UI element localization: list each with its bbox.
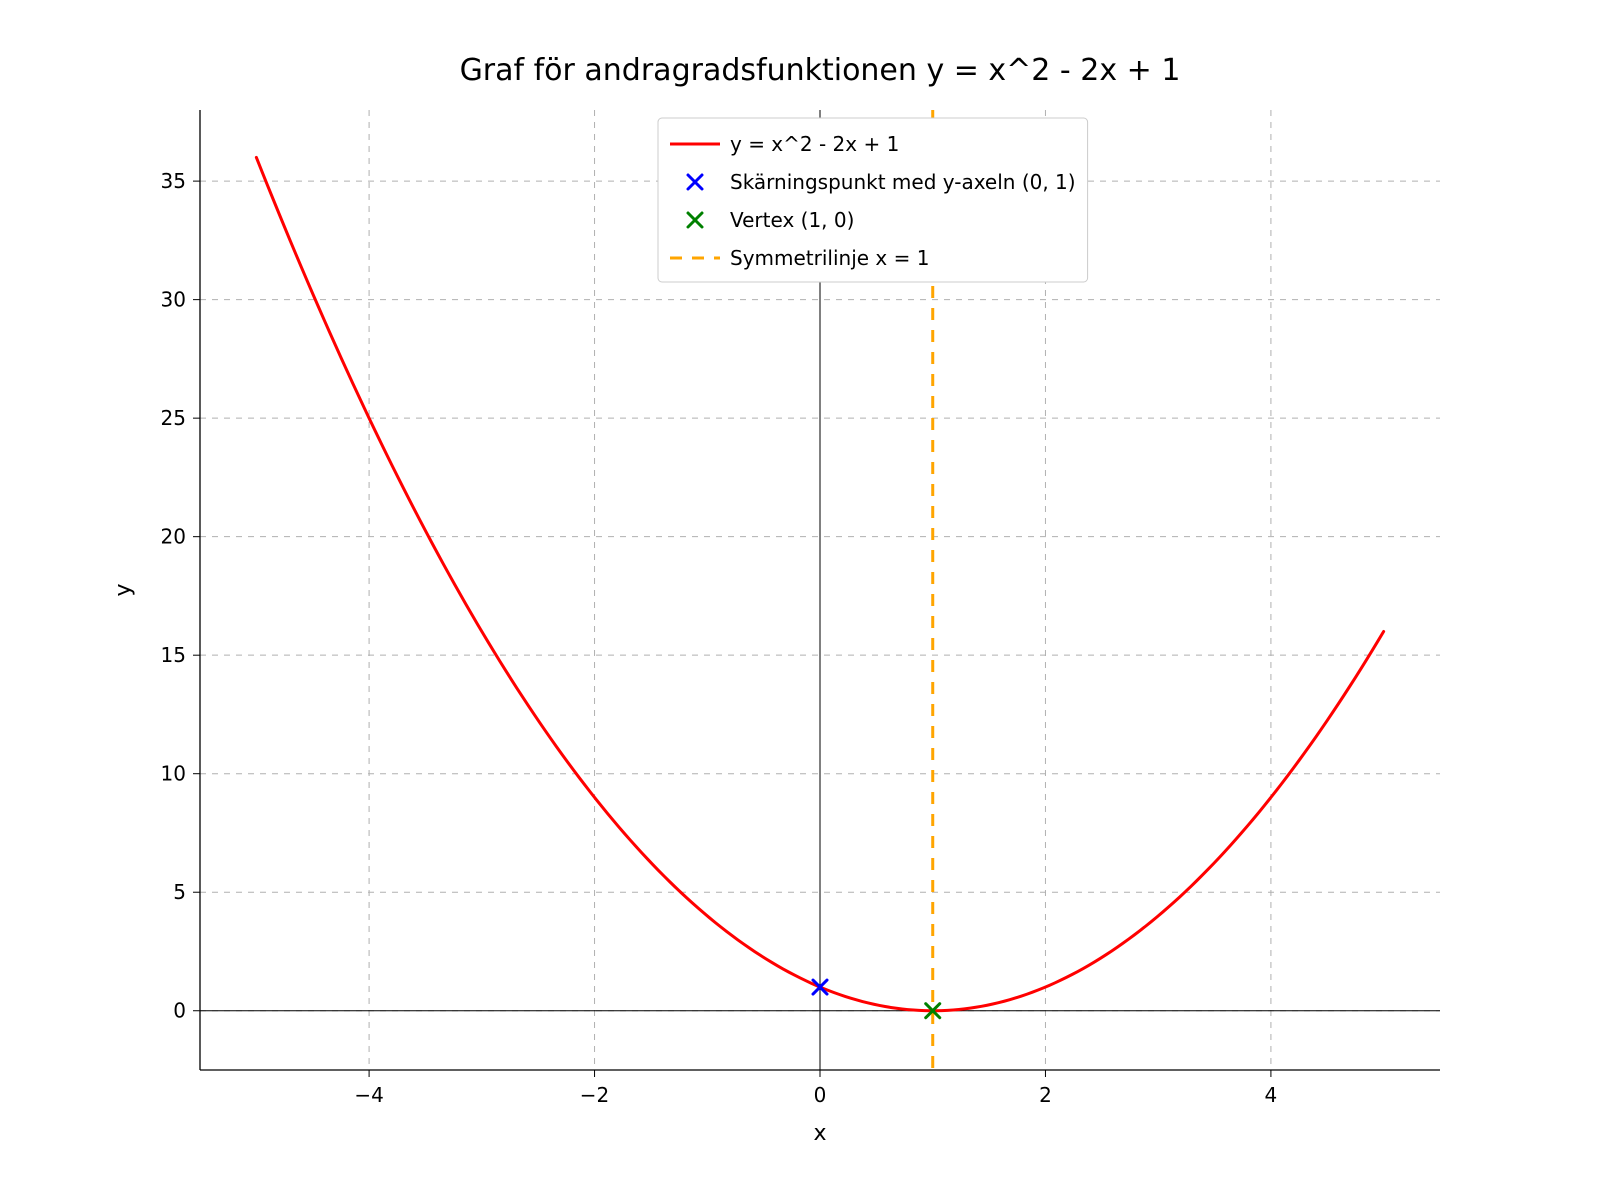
legend-vertex: Vertex (1, 0) [730,208,854,232]
x-tick-label: 4 [1265,1083,1278,1107]
y-tick-label: 35 [161,169,186,193]
x-tick-label: −2 [580,1083,609,1107]
chart-title: Graf för andragradsfunktionen y = x^2 - … [460,53,1181,88]
legend: y = x^2 - 2x + 1 Skärningspunkt med y-axe… [658,118,1088,282]
y-axis-label: y [111,583,136,596]
y-tick-label: 10 [161,762,186,786]
y-tick-label: 20 [161,525,186,549]
x-tick-label: 0 [814,1083,827,1107]
x-tick-label: 2 [1039,1083,1052,1107]
x-axis-label: x [813,1121,826,1146]
x-tick-label: −4 [354,1083,383,1107]
legend-parabola: y = x^2 - 2x + 1 [730,132,899,156]
chart-container: −4 −2 0 2 4 0 5 10 15 20 25 30 35 x y Graf för andragra… [0,0,1600,1200]
legend-y-intercept: Skärningspunkt med y-axeln (0, 1) [730,170,1076,194]
chart-svg: −4 −2 0 2 4 0 5 10 15 20 25 30 35 x y Graf för andragra… [0,0,1600,1200]
legend-symmetry: Symmetrilinje x = 1 [730,246,929,270]
y-tick-label: 15 [161,643,186,667]
y-tick-label: 30 [161,288,186,312]
y-tick-label: 0 [173,999,186,1023]
y-tick-label: 5 [173,880,186,904]
y-tick-label: 25 [161,406,186,430]
